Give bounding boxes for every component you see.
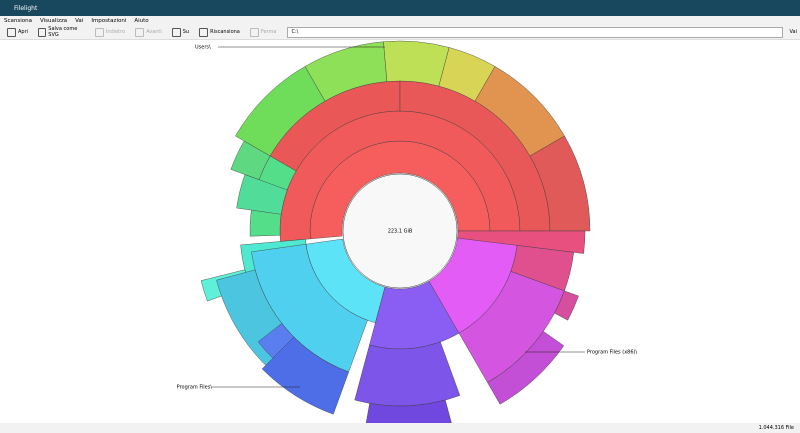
segment-label: Program Files\ — [177, 385, 213, 391]
center-disc — [342, 173, 458, 289]
toolbar-button[interactable]: Apri — [4, 27, 31, 37]
status-bar: 1.044.316 File — [0, 423, 800, 433]
toolbar-button[interactable]: Riscansiona — [196, 27, 243, 37]
menu-item[interactable]: Vai — [75, 17, 84, 24]
button-label: Riscansiona — [210, 29, 240, 35]
button-label: Salva come SVG — [48, 26, 78, 38]
address-text: C:\ — [291, 29, 299, 35]
button-label: Avanti — [146, 29, 162, 35]
button-label: Apri — [18, 29, 29, 35]
menu-item[interactable]: Visualizza — [40, 17, 68, 24]
status-text: 1.044.316 File — [758, 425, 794, 431]
icon — [199, 27, 209, 37]
toolbar-button[interactable]: Avanti — [132, 27, 165, 37]
center-label: 223,1 GiB — [388, 229, 413, 235]
go-label: Vai — [789, 29, 798, 35]
icon — [94, 27, 104, 37]
segment — [236, 174, 288, 215]
go-button[interactable]: Vai — [787, 29, 800, 35]
icon — [38, 27, 47, 37]
toolbar-button[interactable]: Indietro — [92, 27, 128, 37]
icon — [135, 27, 145, 37]
segment — [354, 341, 461, 407]
segment — [510, 245, 574, 292]
menu-item[interactable]: Impostazioni — [91, 17, 127, 24]
icon — [171, 27, 181, 37]
icon — [7, 27, 16, 37]
window-title: Filelight — [14, 4, 38, 12]
button-label: Su — [182, 29, 190, 35]
segment — [230, 140, 271, 180]
segment-label: Users\ — [195, 45, 211, 51]
toolbar-button[interactable]: Ferma — [247, 27, 280, 37]
segment — [487, 331, 565, 405]
segment — [257, 323, 295, 359]
sunburst: 223,1 GiB Users\ Program Files\ Program Fil… — [177, 40, 637, 433]
title-bar: Filelight — [0, 0, 800, 16]
toolbar-button[interactable]: Su — [169, 27, 192, 37]
button-label: Ferma — [260, 29, 277, 35]
icon — [249, 27, 259, 37]
menu-item[interactable]: Aiuto — [134, 17, 149, 24]
segment-label: Program Files (x86)\ — [587, 350, 637, 356]
segment — [457, 230, 586, 254]
toolbar: Apri Salva come SVG Indietro Avanti Su Riscan… — [0, 25, 800, 40]
menu-bar: Scansiona Visualizza Vai Impostazioni Aiuto — [0, 16, 800, 25]
menu-item[interactable]: Scansiona — [4, 17, 32, 24]
button-label: Indietro — [105, 29, 126, 35]
address-field[interactable]: C:\ — [287, 26, 783, 38]
segment — [383, 40, 450, 87]
segment — [554, 290, 579, 321]
toolbar-button[interactable]: Salva come SVG — [35, 26, 88, 38]
main-view: 223,1 GiB Users\ Program Files\ Program Fil… — [0, 40, 800, 433]
